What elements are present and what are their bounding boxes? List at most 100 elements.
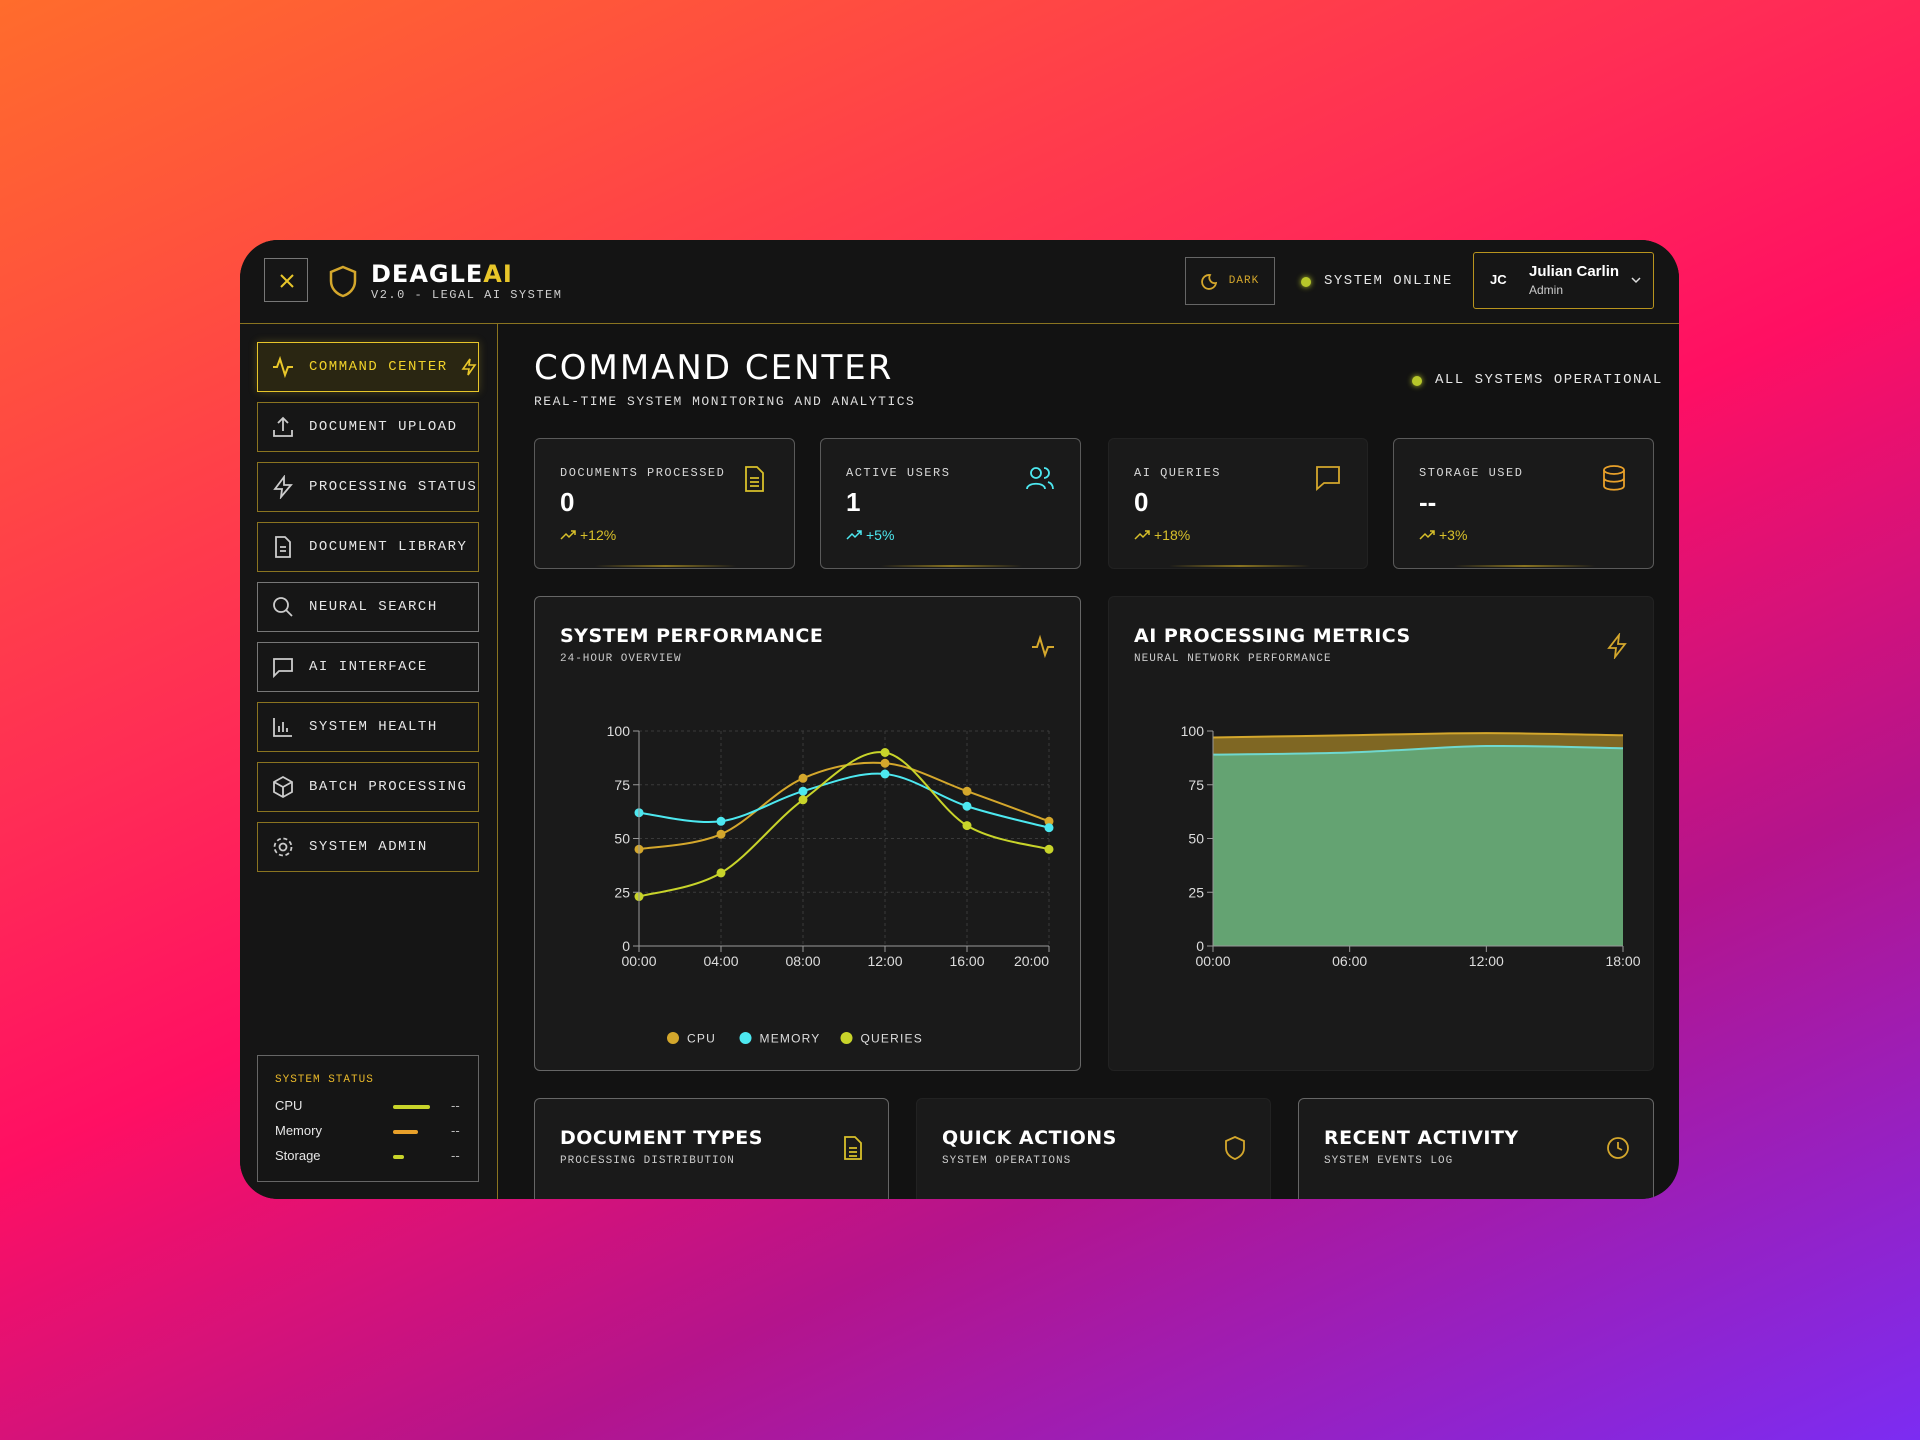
nav-item[interactable]: NEURAL SEARCH <box>257 582 479 632</box>
stat-change-text: +5% <box>866 527 895 543</box>
chart-subtitle: 24-HOUR OVERVIEW <box>560 653 682 665</box>
nav-item[interactable]: PROCESSING STATUS <box>257 462 479 512</box>
close-icon <box>280 274 294 288</box>
stat-change-text: +12% <box>580 527 617 543</box>
panel-title: QUICK ACTIONS <box>942 1127 1117 1149</box>
status-label: Memory <box>275 1123 322 1138</box>
logo: DEAGLEAI <box>371 260 513 288</box>
point <box>798 786 808 796</box>
status-title: SYSTEM STATUS <box>275 1074 374 1086</box>
trend-icon <box>1419 530 1435 540</box>
panel-title: DOCUMENT TYPES <box>560 1127 763 1149</box>
bolt-icon <box>1607 633 1627 659</box>
status-value: -- <box>451 1123 460 1138</box>
chart-title: AI PROCESSING METRICS <box>1134 625 1411 647</box>
close-button[interactable] <box>264 258 308 302</box>
nav-item[interactable]: AI INTERFACE <box>257 642 479 692</box>
logo-subtitle: V2.0 - LEGAL AI SYSTEM <box>371 288 563 302</box>
x-tick-label: 20:00 <box>1014 953 1049 969</box>
user-menu[interactable]: JC Julian Carlin Admin <box>1473 252 1654 309</box>
panel-subtitle: SYSTEM EVENTS LOG <box>1324 1155 1454 1167</box>
stat-icon <box>1603 465 1625 491</box>
theme-button[interactable]: DARK <box>1185 257 1275 305</box>
logo-text: DEAGLE <box>371 260 484 288</box>
stat-icon <box>1026 467 1054 490</box>
area-line <box>1212 732 1624 739</box>
legend-label: MEMORY <box>760 1032 821 1046</box>
x-tick-label: 00:00 <box>1195 953 1230 969</box>
point <box>716 816 726 826</box>
moon-icon <box>1201 274 1217 290</box>
nav-item[interactable]: DOCUMENT UPLOAD <box>257 402 479 452</box>
stat-value: 0 <box>1134 487 1149 517</box>
nav-item[interactable]: DOCUMENT LIBRARY <box>257 522 479 572</box>
nav-icon <box>273 416 293 437</box>
y-tick-label: 50 <box>1188 831 1204 847</box>
chart: 0 25 50 75 100 00:00 06:00 12:00 18:00 <box>1181 723 1641 969</box>
bolt-icon <box>461 358 477 376</box>
x-tick-label: 00:00 <box>621 953 656 969</box>
nav-label: DOCUMENT UPLOAD <box>309 419 458 435</box>
theme-label: DARK <box>1228 275 1260 287</box>
panel-icon <box>1607 1137 1629 1159</box>
shield-logo <box>329 265 357 298</box>
stat-change-text: +18% <box>1154 527 1191 543</box>
x-tick-label: 12:00 <box>1469 953 1504 969</box>
status-bar <box>393 1130 418 1134</box>
card-glow <box>595 565 736 567</box>
user-name: Julian Carlin <box>1529 263 1620 280</box>
stat-value: 1 <box>846 487 861 517</box>
y-tick-label: 0 <box>622 938 630 954</box>
stat-change: +18% <box>1134 527 1190 543</box>
point <box>880 769 890 779</box>
x-tick-label: 18:00 <box>1605 953 1640 969</box>
stat-change: +5% <box>846 527 894 543</box>
point <box>1044 844 1054 854</box>
panel-subtitle: PROCESSING DISTRIBUTION <box>560 1155 735 1167</box>
nav-label: COMMAND CENTER <box>309 359 448 375</box>
pulse-icon <box>1032 634 1054 659</box>
stat-change-text: +3% <box>1439 527 1468 543</box>
legend-label: CPU <box>687 1032 716 1046</box>
y-tick-label: 100 <box>607 723 631 739</box>
legend-swatch <box>739 1032 752 1044</box>
chart-card: SYSTEM PERFORMANCE 24-HOUR OVERVIEW 0 25 5… <box>534 596 1081 1071</box>
panel-icon <box>1225 1136 1245 1160</box>
stat-card: ACTIVE USERS 1 +5% <box>820 438 1081 569</box>
panel-subtitle: SYSTEM OPERATIONS <box>942 1155 1072 1167</box>
y-tick-label: 25 <box>614 884 630 900</box>
status-label: Storage <box>275 1148 321 1163</box>
nav-item[interactable]: SYSTEM ADMIN <box>257 822 479 872</box>
card-glow <box>881 565 1022 567</box>
point <box>962 786 972 796</box>
stat-label: STORAGE USED <box>1419 466 1524 480</box>
stat-card: DOCUMENTS PROCESSED 0 +12% <box>534 438 795 569</box>
user-role: Admin <box>1529 283 1564 297</box>
chart: 0 25 50 75 100 00:00 04:00 08:00 12:00 16:00 20:00… <box>607 723 1054 1046</box>
y-tick-label: 75 <box>614 777 630 793</box>
chart-subtitle: NEURAL NETWORK PERFORMANCE <box>1134 653 1332 665</box>
stat-label: DOCUMENTS PROCESSED <box>560 466 726 480</box>
nav-item[interactable]: COMMAND CENTER <box>257 342 479 392</box>
nav-label: BATCH PROCESSING <box>309 779 468 795</box>
nav-item[interactable]: BATCH PROCESSING <box>257 762 479 812</box>
panel-card: DOCUMENT TYPES PROCESSING DISTRIBUTION <box>534 1098 889 1199</box>
status-bar <box>393 1155 404 1159</box>
stat-label: AI QUERIES <box>1134 466 1222 480</box>
user-initials: JC <box>1490 272 1507 287</box>
nav-icon <box>273 597 293 617</box>
panel-icon <box>844 1136 862 1160</box>
nav-label: NEURAL SEARCH <box>309 599 438 615</box>
point <box>880 748 890 757</box>
stat-card: AI QUERIES 0 +18% <box>1108 438 1368 569</box>
area-line <box>1212 744 1624 756</box>
legend-swatch <box>667 1032 679 1044</box>
nav-label: SYSTEM ADMIN <box>309 839 428 855</box>
card-glow <box>1454 565 1595 567</box>
status-value: -- <box>451 1098 460 1113</box>
status-value: -- <box>451 1148 460 1163</box>
point <box>962 821 972 831</box>
nav-icon <box>275 536 291 558</box>
nav-item[interactable]: SYSTEM HEALTH <box>257 702 479 752</box>
